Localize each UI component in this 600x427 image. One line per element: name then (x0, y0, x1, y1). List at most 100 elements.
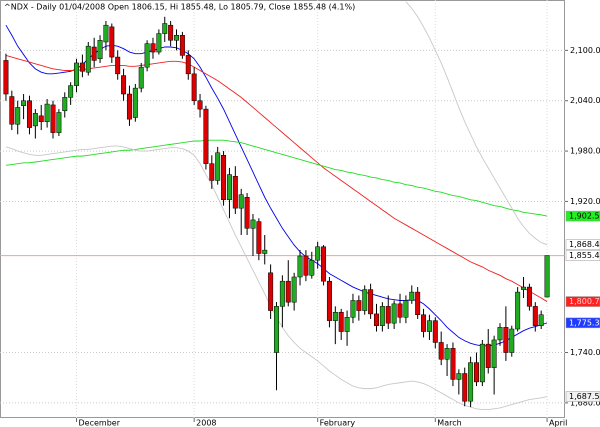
candle-body (144, 43, 150, 68)
candle-body (479, 343, 485, 383)
candle-body (397, 303, 403, 318)
candle-body (44, 103, 50, 122)
price-marker (565, 250, 600, 261)
price-marker-label: 1,775.34 (569, 318, 600, 327)
candle-body (297, 255, 303, 278)
candle-body (279, 280, 285, 307)
candle-body (374, 313, 379, 326)
price-marker (565, 391, 600, 402)
candle-body (238, 194, 244, 209)
candle-body (497, 327, 503, 341)
candle-body (485, 343, 491, 368)
candle-body (268, 272, 274, 311)
candle-body (350, 300, 356, 318)
candle-body (109, 26, 115, 58)
candle-body (85, 45, 91, 73)
candle-body (103, 24, 109, 43)
candle-body (174, 35, 179, 41)
candle-body (344, 317, 350, 332)
candle-body (491, 339, 497, 368)
candle-body (215, 152, 221, 181)
price-marker (565, 296, 600, 307)
candle-body (226, 174, 232, 201)
candle-body (191, 73, 197, 101)
candle-body (338, 311, 344, 332)
price-marker (565, 210, 600, 222)
candle-body (385, 306, 391, 324)
candle-body (432, 320, 438, 343)
candle-body (426, 320, 432, 332)
price-marker-label: 1,800.72 (569, 297, 600, 306)
candle-body (185, 55, 191, 75)
candle-body (74, 62, 80, 86)
candle-body (21, 100, 27, 107)
candle-body (32, 113, 38, 127)
candle-body (544, 255, 550, 298)
candle-body (415, 291, 421, 316)
y-tick-label: 1,680.0 (570, 398, 600, 407)
candle-body (121, 75, 127, 95)
candle-body (209, 163, 215, 181)
indicator-line (5, 139, 548, 217)
candle-body (368, 289, 374, 315)
candle-body (315, 246, 321, 261)
candle-body (262, 249, 268, 254)
candle-body (362, 289, 368, 311)
candle-body (179, 35, 185, 56)
price-marker-label: 1,902.55 (569, 212, 600, 221)
indicator-line (405, 1, 548, 246)
candle-body (521, 286, 527, 290)
y-tick-label: 1,980.0 (570, 147, 600, 156)
candles (3, 16, 550, 408)
candle-body (26, 100, 32, 128)
candle-body (326, 280, 332, 321)
x-tick-label: December (79, 419, 121, 427)
chart-title: ^NDX - Daily 01/04/2008 Open 1806.15, Hi… (4, 3, 355, 12)
price-marker-label: 1,868.47 (569, 240, 600, 249)
candle-body (115, 56, 121, 75)
candle-body (197, 100, 203, 110)
candle-body (444, 348, 450, 360)
candle-body (156, 33, 162, 53)
price-marker-label: 1,687.55 (569, 392, 600, 401)
price-marker-label: 1,855.48 (569, 251, 600, 260)
candle-body (321, 246, 327, 282)
candle-body (456, 373, 462, 380)
candle-body (503, 327, 509, 353)
candle-body (256, 221, 262, 254)
candle-body (50, 104, 56, 133)
candle-body (62, 97, 68, 112)
plot-frame (0, 0, 565, 418)
candle-body (150, 43, 156, 53)
candle-body (526, 286, 532, 307)
candle-body (91, 46, 97, 61)
candle-body (532, 306, 538, 326)
candle-body (332, 311, 338, 321)
candle-body (538, 314, 544, 326)
candle-body (274, 306, 279, 353)
candle-body (303, 255, 309, 276)
candle-body (97, 40, 103, 60)
candle-body (9, 96, 15, 125)
axis: 2,100.0 2,040.0 1,980.0 1,920.0 1,740.0 1,680… (76, 46, 600, 427)
candle-body (79, 62, 85, 72)
x-tick-label: 2008 (196, 419, 216, 427)
grid (0, 0, 565, 418)
candle-body (379, 306, 385, 326)
candle-body (203, 108, 209, 164)
candle-body (309, 259, 315, 276)
price-marker (565, 317, 600, 329)
x-tick-label: April (549, 419, 567, 427)
candle-body (138, 66, 144, 89)
candle-body (291, 276, 297, 303)
candle-body (509, 328, 515, 353)
candle-body (462, 373, 468, 402)
candle-body (56, 112, 62, 133)
candle-body (250, 219, 256, 229)
candle-body (409, 291, 415, 301)
y-tick-label: 1,920.0 (570, 197, 600, 206)
price-marker (565, 239, 600, 250)
candle-body (68, 85, 74, 98)
x-tick-label: February (320, 419, 356, 427)
candle-body (356, 300, 362, 311)
